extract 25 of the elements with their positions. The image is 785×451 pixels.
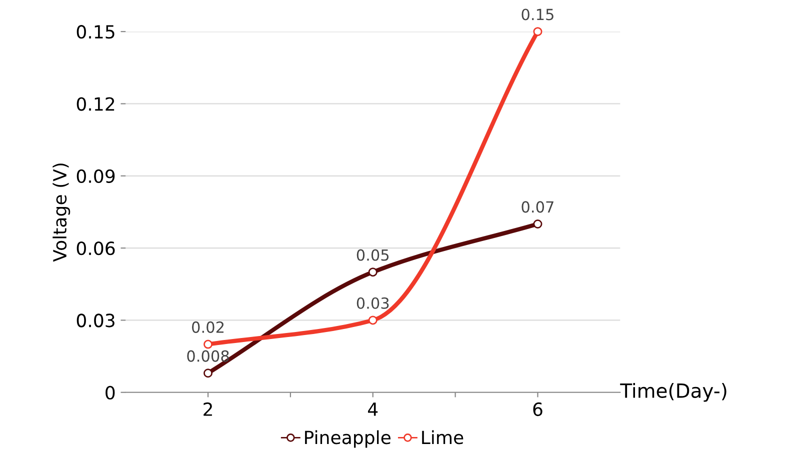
x-tick-label: 2 bbox=[204, 402, 212, 416]
data-label: 0.008 bbox=[187, 350, 229, 362]
data-label: 0.03 bbox=[356, 297, 389, 309]
data-label: 0.15 bbox=[522, 8, 554, 20]
x-axis-title: Time(Day-) bbox=[620, 382, 726, 402]
data-label: 0.02 bbox=[192, 321, 224, 333]
point bbox=[533, 220, 542, 228]
y-axis-title: Voltage (V) bbox=[52, 164, 70, 262]
y-tick-label: 0.12 bbox=[76, 97, 114, 111]
y-tick-label: 0.06 bbox=[76, 242, 115, 256]
y-tick-label: 0.03 bbox=[76, 314, 114, 328]
point bbox=[368, 316, 378, 325]
y-tick-label: 0.15 bbox=[76, 25, 114, 39]
x-tick-label: 4 bbox=[368, 402, 378, 416]
point bbox=[368, 268, 378, 277]
y-tick-label: 0 bbox=[106, 386, 115, 400]
data-label: 0.07 bbox=[522, 201, 554, 213]
point bbox=[204, 340, 213, 349]
point bbox=[204, 368, 213, 378]
legend-label: Lime bbox=[422, 430, 464, 444]
point bbox=[533, 27, 542, 36]
legend-label: Pineapple bbox=[305, 430, 390, 448]
y-tick-label: 0.09 bbox=[76, 169, 115, 184]
x-tick-label: 6 bbox=[533, 402, 542, 416]
data-label: 0.05 bbox=[356, 249, 389, 261]
